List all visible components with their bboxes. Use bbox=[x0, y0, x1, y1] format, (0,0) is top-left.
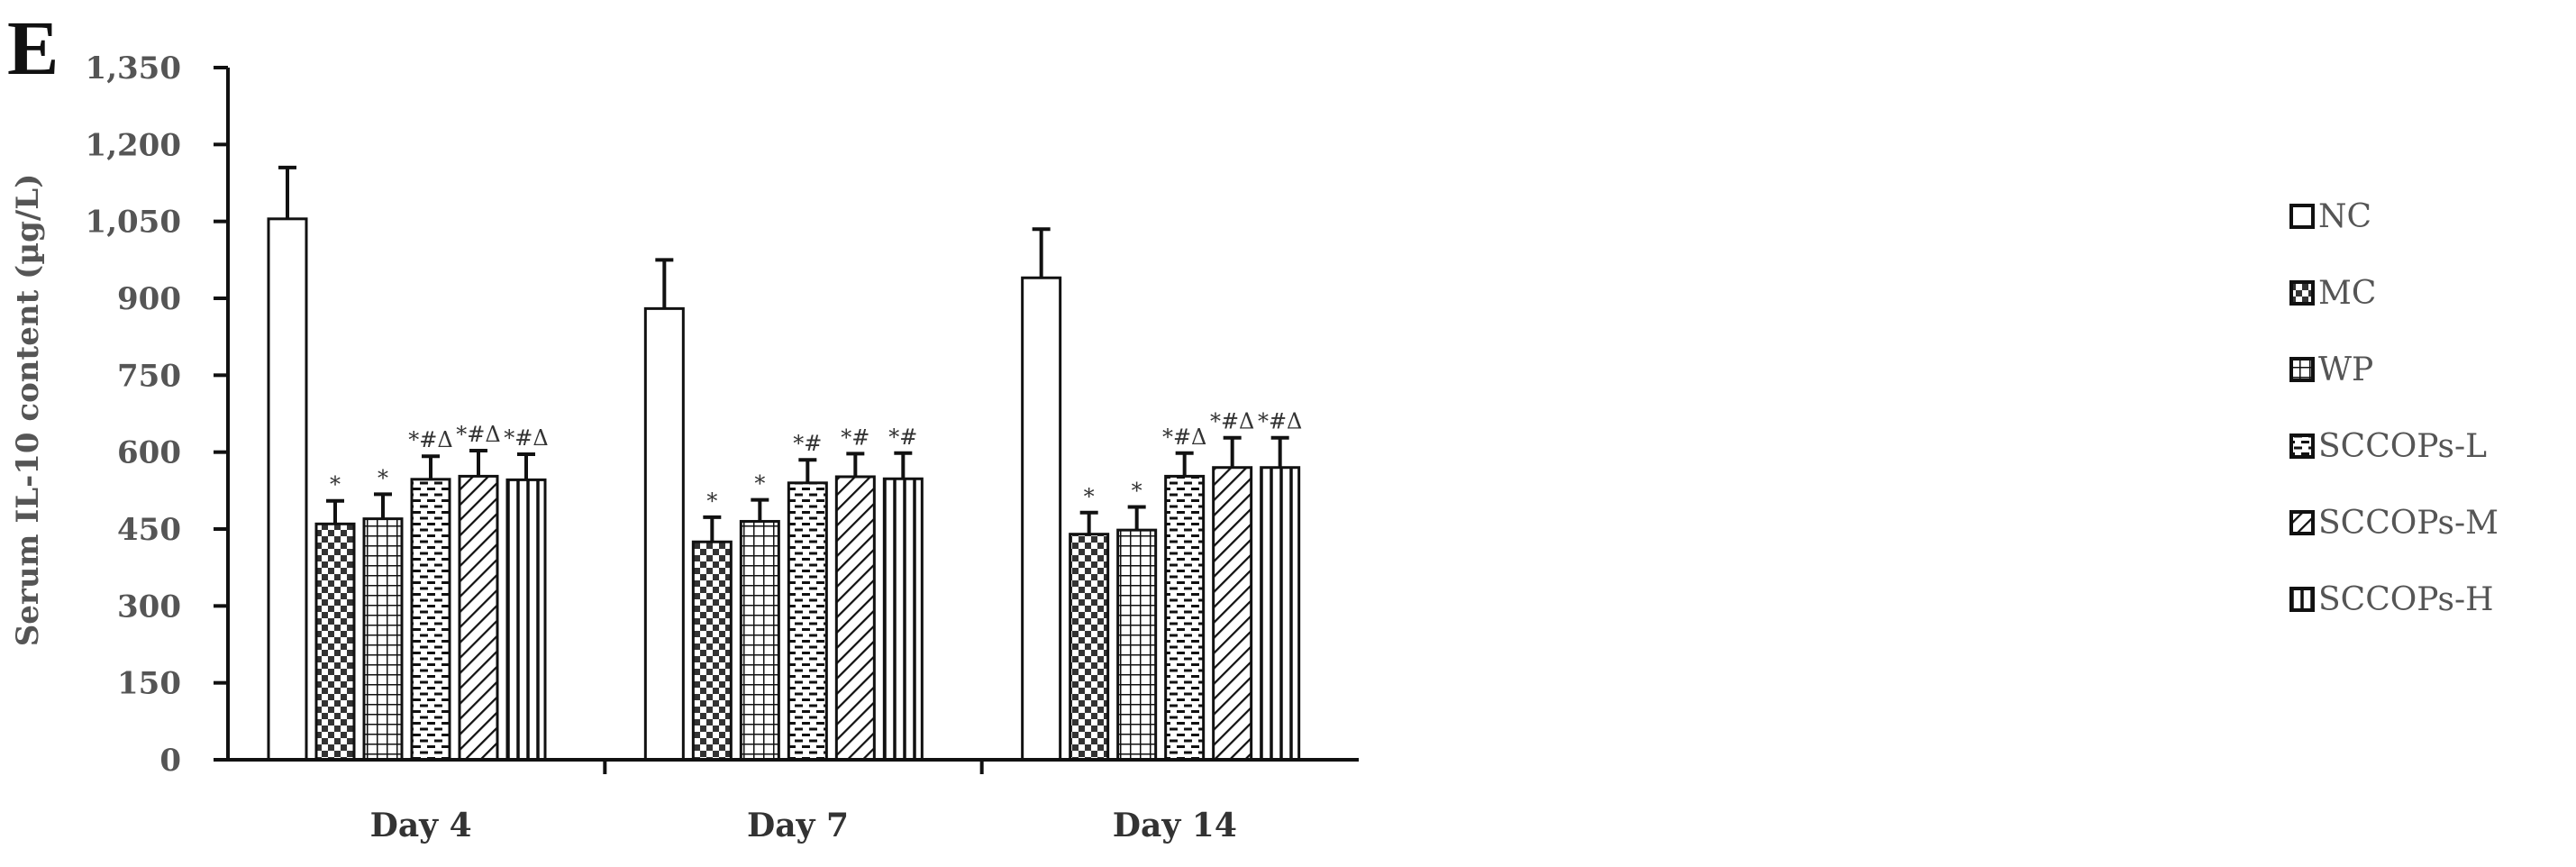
significance-label: *#Δ bbox=[456, 422, 500, 447]
y-tick-label: 1,350 bbox=[86, 50, 181, 87]
bar bbox=[691, 540, 733, 762]
y-axis-ticks: 0 150 300 450 600 750 900 1,050 1,200 1,350 bbox=[86, 50, 228, 779]
significance-label: *#Δ bbox=[408, 427, 452, 452]
x-category-label: Day 14 bbox=[1113, 807, 1237, 844]
x-category-label: Day 4 bbox=[370, 807, 472, 844]
y-tick-label: 0 bbox=[159, 743, 181, 779]
significance-label: *#Δ bbox=[504, 425, 548, 451]
bar bbox=[267, 217, 308, 762]
bar bbox=[739, 519, 780, 762]
significance-label: * bbox=[706, 488, 717, 514]
legend: NC MC WP SCCOPs-L SCCOPs-M SCCOPs-H bbox=[2289, 198, 2499, 618]
legend-swatch bbox=[2289, 510, 2315, 535]
legend-label: SCCOPs-H bbox=[2318, 581, 2494, 618]
bar bbox=[362, 517, 404, 762]
bars-layer: * **#Δ *#Δ *#Δ***# *# *#* **#Δ*#Δ *#Δ bbox=[267, 165, 1302, 762]
legend-swatch bbox=[2289, 204, 2315, 229]
legend-label: SCCOPs-L bbox=[2318, 428, 2487, 465]
bar bbox=[410, 478, 451, 762]
bar bbox=[505, 478, 547, 762]
bar bbox=[1164, 474, 1206, 762]
bar bbox=[1260, 466, 1301, 762]
bar bbox=[1116, 528, 1158, 762]
legend-label: MC bbox=[2318, 275, 2376, 312]
panel-label: E bbox=[7, 5, 59, 91]
legend-swatch bbox=[2289, 357, 2315, 382]
significance-label: *# bbox=[793, 431, 822, 456]
significance-label: *#Δ bbox=[1162, 424, 1206, 450]
axes-layer bbox=[226, 68, 1359, 774]
bar bbox=[458, 474, 499, 762]
y-tick-label: 300 bbox=[117, 589, 181, 625]
y-tick-label: 150 bbox=[117, 666, 181, 702]
y-tick-label: 750 bbox=[117, 358, 181, 394]
legend-label: NC bbox=[2318, 198, 2371, 235]
x-category-label: Day 7 bbox=[747, 807, 849, 844]
legend-label: SCCOPs-M bbox=[2318, 505, 2499, 542]
bar bbox=[834, 475, 876, 762]
legend-swatch bbox=[2289, 434, 2315, 459]
bar bbox=[1069, 533, 1110, 762]
bar bbox=[1021, 276, 1062, 762]
y-tick-label: 900 bbox=[117, 281, 181, 317]
significance-label: *# bbox=[888, 424, 917, 450]
category-labels: Day 4 Day 7 Day 14 bbox=[370, 807, 1237, 844]
significance-label: * bbox=[330, 472, 341, 497]
bar bbox=[643, 306, 685, 762]
significance-label: * bbox=[1132, 479, 1142, 504]
legend-swatch bbox=[2289, 280, 2315, 306]
significance-label: *# bbox=[841, 424, 869, 450]
significance-label: *#Δ bbox=[1210, 409, 1254, 434]
y-tick-label: 450 bbox=[117, 512, 181, 548]
legend-swatch bbox=[2289, 587, 2315, 612]
bar bbox=[314, 522, 356, 762]
y-tick-label: 1,050 bbox=[86, 205, 181, 241]
significance-label: * bbox=[378, 465, 388, 490]
significance-label: *#Δ bbox=[1258, 409, 1302, 434]
significance-label: * bbox=[1084, 484, 1095, 509]
bar bbox=[787, 481, 828, 762]
y-axis-title: Serum IL-10 content (µg/L) bbox=[10, 174, 46, 647]
bar bbox=[882, 477, 924, 762]
significance-label: * bbox=[754, 471, 765, 497]
y-tick-label: 600 bbox=[117, 435, 181, 471]
legend-label: WP bbox=[2318, 351, 2373, 388]
bar bbox=[1212, 466, 1253, 762]
y-tick-label: 1,200 bbox=[86, 127, 181, 163]
